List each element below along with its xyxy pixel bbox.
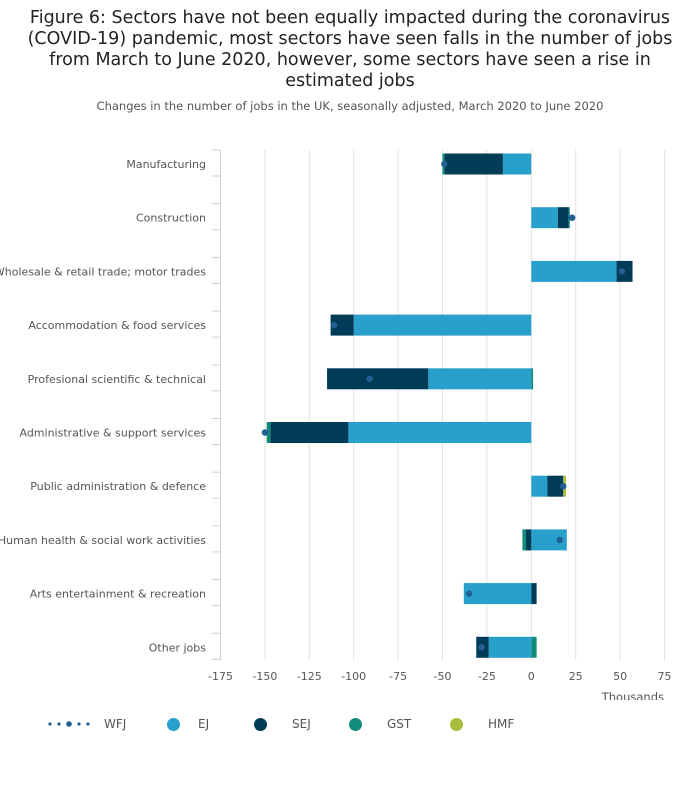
legend: WFJ EJ SEJ GST HMF	[40, 712, 700, 736]
legend-label-sej: SEJ	[292, 717, 311, 731]
wfj-marker[interactable]	[618, 268, 626, 275]
bar-segment-sej[interactable]	[327, 368, 429, 390]
wfj-marker[interactable]	[560, 483, 567, 490]
bar-segment-sej[interactable]	[525, 529, 532, 551]
category-label: Manufacturing	[126, 158, 206, 171]
wfj-marker[interactable]	[478, 644, 485, 651]
x-tick-label: 0	[528, 670, 535, 683]
bar-segment-sej[interactable]	[531, 583, 537, 605]
x-tick-label: 25	[569, 670, 583, 683]
category-label: Accommodation & food services	[28, 319, 206, 332]
wfj-marker[interactable]	[261, 429, 269, 436]
x-tick-label: -25	[478, 670, 496, 683]
x-tick-label: -175	[208, 670, 233, 683]
bar-segment-ej[interactable]	[348, 422, 532, 443]
wfj-marker[interactable]	[568, 214, 576, 221]
category-label: Wholesale & retail trade; motor trades	[0, 265, 206, 278]
dotted-line-icon	[48, 721, 90, 727]
category-label: Administrative & support services	[19, 427, 206, 440]
legend-item-hmf[interactable]: HMF	[450, 712, 514, 736]
legend-label-ej: EJ	[198, 717, 210, 731]
bar-segment-sej[interactable]	[270, 422, 349, 443]
bar-segment-gst[interactable]	[531, 368, 534, 390]
x-axis-label: Thousands	[601, 690, 664, 700]
category-label: Human health & social work activities	[0, 534, 206, 547]
x-tick-label: -125	[297, 670, 322, 683]
x-tick-label: -100	[341, 670, 366, 683]
legend-label-hmf: HMF	[488, 717, 515, 731]
wfj-markers	[261, 160, 626, 651]
bar-segment-ej[interactable]	[531, 475, 548, 497]
x-tick-label: -50	[434, 670, 452, 683]
legend-label-gst: GST	[387, 717, 412, 731]
bar-segment-gst[interactable]	[266, 422, 271, 443]
chart-title: Figure 6: Sectors have not been equally …	[27, 8, 673, 91]
bar-segment-gst[interactable]	[522, 529, 526, 551]
category-axis: Manufacturing Construction Wholesale & ret…	[0, 149, 221, 660]
bar-segment-ej[interactable]	[463, 583, 532, 605]
bar-segment-ej[interactable]	[531, 207, 558, 229]
chart-subtitle: Changes in the number of jobs in the UK,…	[96, 99, 604, 113]
bar-segment-ej[interactable]	[502, 153, 532, 175]
circle-icon	[167, 717, 180, 731]
category-label: Other jobs	[149, 641, 206, 654]
wfj-marker[interactable]	[330, 321, 338, 329]
bar-segment-gst[interactable]	[531, 636, 537, 658]
wfj-marker[interactable]	[366, 375, 373, 382]
legend-label-wfj: WFJ	[104, 717, 127, 731]
legend-item-sej[interactable]: SEJ	[254, 712, 311, 736]
gridlines	[220, 150, 665, 660]
bar-chart: Manufacturing Construction Wholesale & ret…	[0, 149, 672, 700]
circle-icon	[450, 717, 463, 731]
category-label: Profesional scientific & technical	[28, 373, 206, 386]
wfj-marker[interactable]	[465, 590, 473, 597]
circle-icon	[349, 717, 362, 731]
category-label: Arts entertainment & recreation	[30, 588, 206, 601]
bar-segment-ej[interactable]	[488, 636, 532, 658]
legend-item-gst[interactable]: GST	[349, 712, 411, 736]
x-tick-label: -75	[389, 670, 407, 683]
bar-segment-sej[interactable]	[557, 207, 569, 229]
legend-item-ej[interactable]: EJ	[167, 712, 209, 736]
bar-segment-ej[interactable]	[531, 529, 567, 551]
bar-segment-sej[interactable]	[547, 475, 564, 497]
x-tick-label: 75	[658, 670, 672, 683]
category-label: Public administration & defence	[30, 480, 206, 493]
legend-item-wfj[interactable]: WFJ	[48, 712, 126, 736]
x-axis: -175 -150 -125 -100 -75 -50 -25 0 25 50 75	[208, 670, 671, 683]
bar-segment-ej[interactable]	[353, 314, 532, 336]
bar-segment-ej[interactable]	[531, 260, 617, 282]
bar-segment-ej[interactable]	[428, 368, 532, 390]
circle-icon	[254, 717, 267, 731]
category-label: Construction	[136, 212, 206, 225]
wfj-marker[interactable]	[441, 160, 448, 168]
bar-segment-sej[interactable]	[444, 153, 503, 175]
x-tick-label: 50	[613, 670, 627, 683]
x-tick-label: -150	[252, 670, 277, 683]
wfj-marker[interactable]	[556, 536, 563, 544]
bar-segment-sej[interactable]	[330, 314, 354, 336]
bars	[266, 153, 633, 658]
